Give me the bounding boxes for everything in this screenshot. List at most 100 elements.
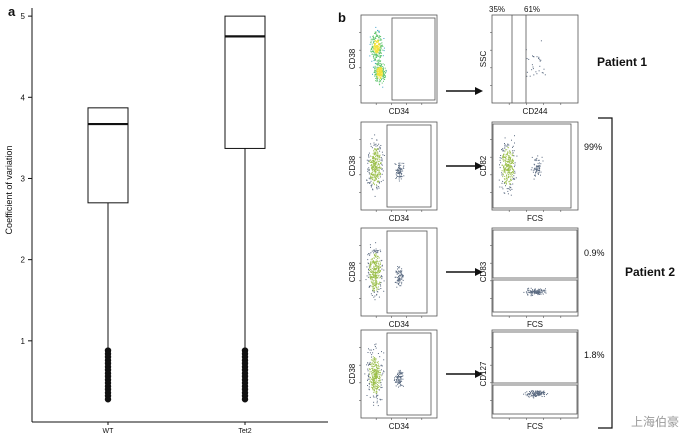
event-dot [378,52,380,54]
event-dot [512,168,514,170]
panel-b-label: b [338,10,346,25]
event-dot [383,359,385,361]
event-dot [369,266,371,268]
event-dot [373,157,375,158]
event-dot [501,182,503,184]
event-dot [375,145,377,147]
event-dot [379,147,381,149]
event-dot [532,395,534,396]
event-dot [400,272,402,274]
event-dot [376,376,378,378]
event-dot [395,271,397,273]
event-dot [397,284,399,286]
event-dot [397,373,399,375]
event-dot [535,171,537,173]
event-dot [508,181,510,183]
event-dot [534,174,536,176]
event-dot [527,289,529,291]
event-dot [375,380,377,382]
event-dot [365,279,367,281]
event-dot [385,76,386,78]
event-dot [374,268,376,270]
event-dot [400,274,402,276]
event-dot [375,155,377,157]
event-dot [373,296,375,298]
event-dot [399,377,401,379]
event-dot [514,164,516,166]
event-dot [383,71,385,73]
event-dot [505,163,506,165]
event-dot [372,177,374,179]
event-dot [373,382,375,384]
event-dot [369,349,371,351]
event-dot [537,155,539,157]
event-dot [376,34,378,36]
event-dot [376,167,378,169]
event-dot [378,257,380,259]
event-dot [401,278,403,280]
event-dot [374,72,376,74]
event-dot [540,163,542,165]
event-dot [368,167,370,169]
event-dot [368,389,370,391]
event-dot [373,358,375,360]
event-dot [372,383,374,385]
event-dot [370,382,372,383]
event-dot [378,39,380,41]
event-dot [376,76,378,78]
event-dot [511,173,513,175]
event-dot [509,176,511,178]
event-dot [503,178,505,180]
event-dot [376,60,378,62]
event-dot [373,262,375,264]
event-dot [503,156,505,158]
event-dot [507,163,509,165]
event-dot [376,277,378,279]
event-dot [375,45,377,47]
event-dot [379,263,381,265]
event-dot [372,287,374,289]
event-dot [377,262,379,264]
event-dot [507,151,509,153]
event-dot [507,188,509,190]
event-dot [371,258,373,260]
event-dot [381,158,383,160]
event-dot [375,253,377,254]
event-dot [381,42,383,44]
event-dot [381,82,383,84]
event-dot [531,156,533,158]
event-dot [513,162,515,164]
event-dot [375,49,377,51]
event-dot [380,276,382,278]
event-dot [372,395,374,397]
event-dot [379,281,381,283]
event-dot [375,171,377,173]
event-dot [377,50,379,52]
event-dot [374,364,376,366]
event-dot [380,43,382,45]
event-dot [510,165,512,167]
event-dot [373,269,375,270]
event-dot [381,168,383,170]
event-dot [381,45,383,47]
event-dot [368,348,369,350]
event-dot [531,291,532,292]
event-dot [374,170,376,172]
event-dot [380,159,382,161]
event-dot [381,265,383,267]
event-dot [540,171,542,173]
event-dot [400,381,401,383]
event-dot [510,160,512,162]
event-dot [399,162,401,164]
event-dot [375,151,377,153]
event-dot [509,189,511,191]
event-dot [543,392,544,394]
event-dot [396,280,398,282]
event-dot [396,174,398,176]
event-dot [377,154,379,156]
event-dot [508,177,509,179]
event-dot [378,75,380,77]
event-dot [529,393,531,395]
event-dot [371,262,373,264]
